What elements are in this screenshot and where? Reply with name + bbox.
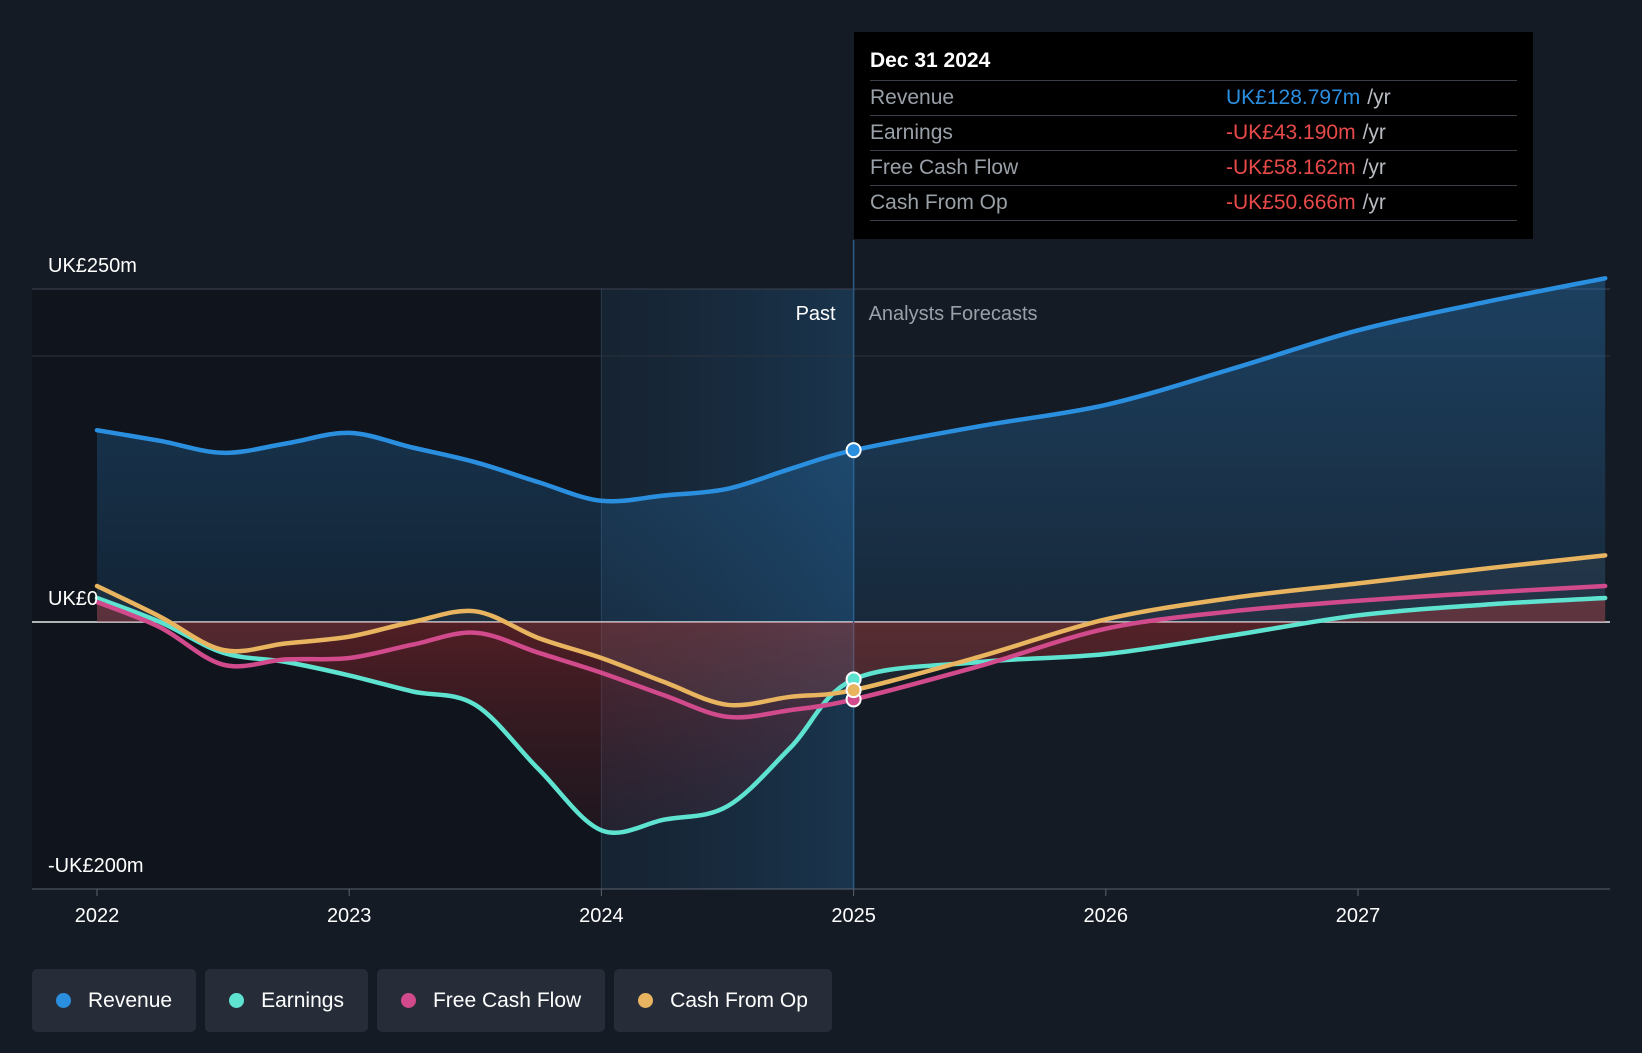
x-tick-label: 2026 — [1084, 905, 1129, 927]
y-label-bottom: -UK£200m — [48, 855, 144, 877]
tooltip-unit: /yr — [1362, 156, 1386, 179]
tooltip-label: Free Cash Flow — [870, 156, 1019, 179]
tooltip-value: -UK£43.190m — [1226, 121, 1356, 144]
tooltip-row-revenue: Revenue UK£128.797m /yr — [870, 81, 1517, 116]
legend-dot-icon — [400, 993, 416, 1008]
chart-legend: Revenue Earnings Free Cash Flow Cash Fro… — [32, 969, 832, 1032]
x-tick-label: 2024 — [579, 905, 624, 927]
y-label-zero: UK£0 — [48, 588, 98, 610]
revenue-line — [94, 276, 1608, 504]
tooltip-value: -UK£50.666m — [1226, 191, 1356, 214]
x-tick-label: 2025 — [831, 905, 876, 927]
legend-item-free-cash-flow[interactable]: Free Cash Flow — [376, 969, 606, 1032]
region-label-past: Past — [796, 303, 836, 325]
tooltip-unit: /yr — [1362, 121, 1386, 144]
tooltip-value: -UK£58.162m — [1226, 156, 1356, 179]
legend-label: Cash From Op — [670, 988, 808, 1012]
tooltip-unit: /yr — [1367, 86, 1391, 109]
tooltip-label: Revenue — [870, 86, 955, 109]
revenue-marker — [845, 442, 862, 459]
x-tick-label: 2023 — [327, 905, 372, 927]
x-tick-label: 2022 — [75, 905, 120, 927]
tooltip-row-free-cash-flow: Free Cash Flow -UK£58.162m /yr — [870, 151, 1517, 186]
free-cash-flow-line — [94, 583, 1608, 720]
cash-from-op-line — [94, 553, 1608, 708]
earnings-negative-area — [97, 598, 1606, 833]
legend-item-revenue[interactable]: Revenue — [32, 969, 197, 1032]
x-tick-label: 2027 — [1336, 905, 1381, 927]
region-label-forecast: Analysts Forecasts — [869, 303, 1038, 325]
tooltip-value: UK£128.797m — [1226, 86, 1361, 109]
legend-label: Earnings — [261, 988, 344, 1012]
tooltip-label: Earnings — [870, 121, 953, 144]
legend-label: Free Cash Flow — [432, 988, 582, 1012]
tooltip-row-cash-from-op: Cash From Op -UK£50.666m /yr — [870, 186, 1517, 221]
legend-item-earnings[interactable]: Earnings — [205, 969, 368, 1032]
tooltip-label: Cash From Op — [870, 191, 1008, 214]
tooltip-unit: /yr — [1362, 191, 1386, 214]
legend-label: Revenue — [88, 988, 173, 1012]
tooltip-panel: Dec 31 2024 Revenue UK£128.797m /yr Earn… — [854, 32, 1533, 239]
earnings-line — [94, 595, 1608, 836]
legend-item-cash-from-op[interactable]: Cash From Op — [614, 969, 832, 1032]
tooltip-row-earnings: Earnings -UK£43.190m /yr — [870, 116, 1517, 151]
legend-dot-icon — [56, 993, 71, 1008]
cash-from-op-area — [97, 555, 1606, 706]
legend-dot-icon — [229, 993, 245, 1008]
tooltip-date: Dec 31 2024 — [870, 46, 1517, 81]
y-label-top: UK£250m — [48, 255, 137, 277]
cash-from-op-marker — [845, 682, 862, 699]
legend-dot-icon — [638, 993, 654, 1008]
revenue-area — [97, 278, 1606, 622]
